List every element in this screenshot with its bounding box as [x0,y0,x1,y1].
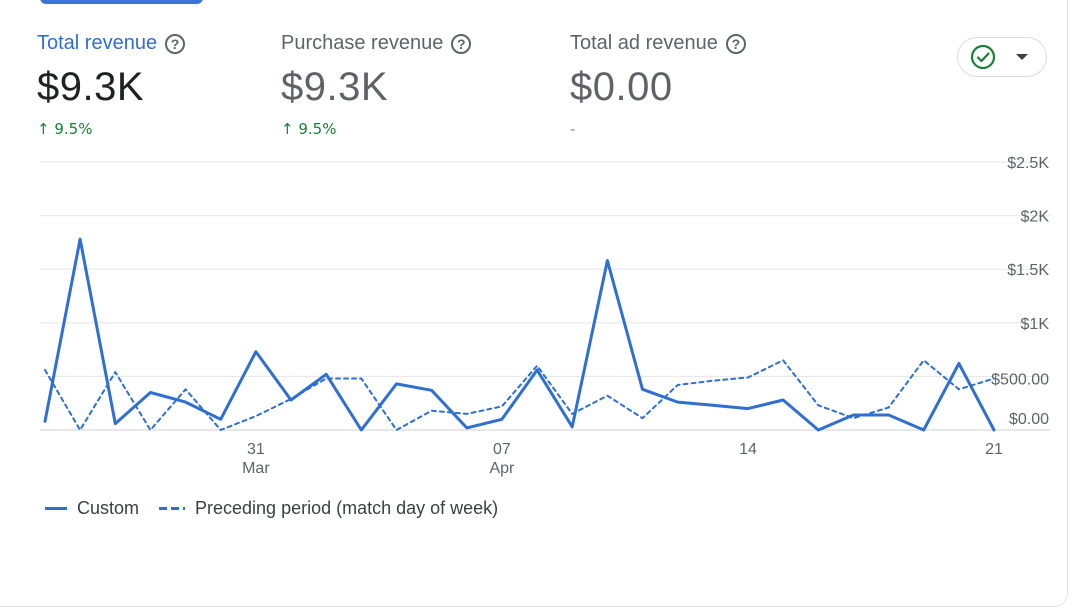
y-tick-label: $500.00 [991,371,1049,388]
legend-label: Preceding period (match day of week) [195,498,499,518]
metric-change: ↑ 9.5% [281,120,337,138]
revenue-card: Total revenue ? $9.3K ↑ 9.5% Purchase re… [0,0,1068,607]
metric-value: $9.3K [37,65,145,109]
y-tick-label: $2.5K [1007,155,1049,172]
help-icon[interactable]: ? [165,33,186,54]
help-icon[interactable]: ? [451,33,472,54]
x-tick-month-label: Mar [242,460,270,477]
metric-total-revenue[interactable]: Total revenue ? $9.3K ↑ 9.5% [37,32,186,138]
metric-title-text: Purchase revenue [281,32,444,54]
y-tick-label: $1K [1021,316,1050,333]
legend-item-preceding[interactable]: Preceding period (match day of week) [159,498,498,519]
metric-total-ad-revenue[interactable]: Total ad revenue ? $0.00 - [570,32,746,138]
x-tick-label: 07 [493,441,511,458]
metric-title-text: Total ad revenue [570,32,718,54]
chart-legend: Custom Preceding period (match day of we… [45,498,498,519]
legend-label: Custom [77,498,140,518]
y-tick-label: $0.00 [1009,411,1049,428]
legend-dashed-swatch [159,507,186,510]
metric-change: - [570,120,576,138]
legend-item-custom[interactable]: Custom [45,498,139,519]
metric-title: Purchase revenue ? [281,32,472,55]
active-tab-indicator [40,0,203,4]
metric-title: Total ad revenue ? [570,32,746,55]
x-tick-month-label: Apr [489,460,515,477]
y-tick-label: $2K [1021,209,1050,226]
y-tick-label: $1.5K [1007,262,1049,279]
help-icon[interactable]: ? [725,33,746,54]
series-line-preceding [44,359,995,431]
metric-title-text: Total revenue [37,32,158,54]
x-tick-label: 14 [739,441,757,458]
legend-solid-swatch [45,507,67,510]
metric-value: $9.3K [281,65,389,109]
caret-down-icon [1016,54,1028,60]
check-circle-icon [970,44,996,70]
x-tick-label: 21 [985,441,1003,458]
metric-value: $0.00 [570,65,673,109]
metric-title: Total revenue ? [37,32,186,55]
revenue-line-chart: $2.5K $2K $1.5K $1K $500.00 $0.00 31 Mar 07 Apr 14… [40,155,1050,477]
metric-change: ↑ 9.5% [37,120,93,138]
x-tick-label: 31 [247,441,265,458]
series-line-custom [43,237,996,432]
metric-purchase-revenue[interactable]: Purchase revenue ? $9.3K ↑ 9.5% [281,32,472,138]
status-dropdown-button[interactable] [957,37,1047,77]
